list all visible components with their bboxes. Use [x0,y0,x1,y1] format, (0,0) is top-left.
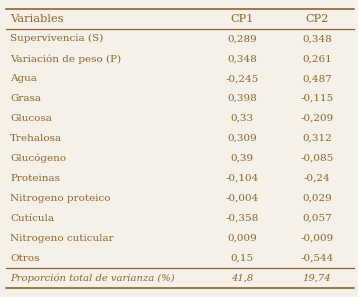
Text: -0,009: -0,009 [300,234,334,243]
Text: CP1: CP1 [231,14,254,24]
Text: Supervivencia (S): Supervivencia (S) [10,34,103,43]
Text: -0,085: -0,085 [300,154,334,163]
Text: 0,309: 0,309 [227,134,257,143]
Text: -0,104: -0,104 [226,174,259,183]
Text: 0,39: 0,39 [231,154,254,163]
Text: 0,348: 0,348 [302,34,332,43]
Text: 0,348: 0,348 [227,54,257,63]
Text: Proteinas: Proteinas [10,174,60,183]
Text: 0,057: 0,057 [302,214,332,223]
Text: Trehalosa: Trehalosa [10,134,62,143]
Text: CP2: CP2 [305,14,329,24]
Text: Variables: Variables [10,14,63,24]
Text: -0,24: -0,24 [304,174,330,183]
Text: -0,115: -0,115 [300,94,334,103]
Text: 0,15: 0,15 [231,254,254,263]
Text: 0,312: 0,312 [302,134,332,143]
Text: 0,289: 0,289 [227,34,257,43]
Text: Grasa: Grasa [10,94,41,103]
Text: Proporción total de varianza (%): Proporción total de varianza (%) [10,273,175,283]
Text: 0,009: 0,009 [227,234,257,243]
Text: 0,33: 0,33 [231,114,254,123]
Text: -0,358: -0,358 [226,214,259,223]
Text: Nitrogeno proteico: Nitrogeno proteico [10,194,111,203]
Text: 0,261: 0,261 [302,54,332,63]
Text: Nitrogeno cuticular: Nitrogeno cuticular [10,234,113,243]
Text: -0,004: -0,004 [226,194,259,203]
Text: -0,245: -0,245 [226,74,259,83]
Text: 0,487: 0,487 [302,74,332,83]
Text: -0,209: -0,209 [300,114,334,123]
Text: 19,74: 19,74 [303,274,331,283]
Text: Cutícula: Cutícula [10,214,54,223]
Text: 41,8: 41,8 [231,274,253,283]
Text: 0,029: 0,029 [302,194,332,203]
Text: -0,544: -0,544 [300,254,334,263]
Text: Glucógeno: Glucógeno [10,154,66,163]
Text: Otros: Otros [10,254,39,263]
Text: Glucosa: Glucosa [10,114,52,123]
Text: Variación de peso (P): Variación de peso (P) [10,54,121,64]
Text: 0,398: 0,398 [227,94,257,103]
Text: Agua: Agua [10,74,37,83]
